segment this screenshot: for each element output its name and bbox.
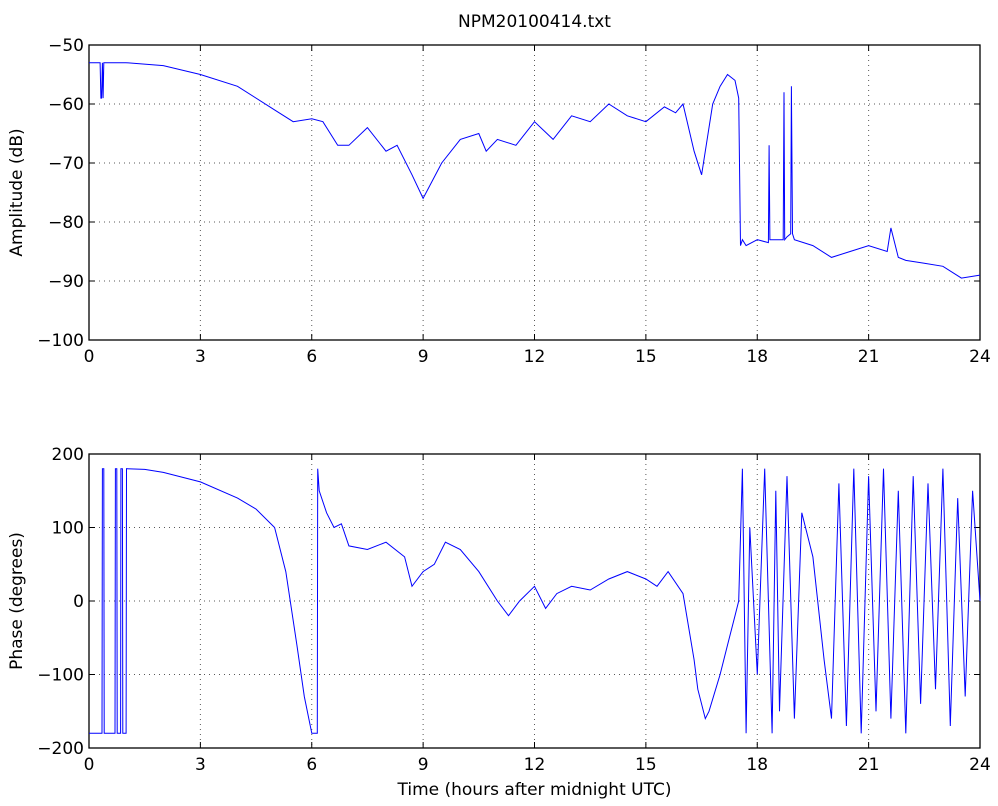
- x-tick-label: 18: [746, 347, 768, 367]
- x-tick-label: 0: [84, 755, 95, 775]
- y-tick-label: 0: [73, 592, 84, 612]
- y-axis-label: Amplitude (dB): [7, 128, 27, 256]
- series-line: [89, 468, 981, 734]
- y-tick-label: −100: [37, 666, 84, 686]
- x-tick-label: 24: [969, 755, 991, 775]
- x-tick-label: 18: [746, 755, 768, 775]
- x-tick-label: 3: [195, 347, 206, 367]
- x-tick-label: 6: [306, 347, 317, 367]
- x-axis-label: Time (hours after midnight UTC): [396, 780, 671, 800]
- x-tick-label: 12: [524, 755, 546, 775]
- amplitude-panel: 0 3 6 9 12 15 18 21 24 −100 −90 −80 −70 −60 −50 NPM2010…: [7, 12, 991, 367]
- y-tick-label: −90: [48, 272, 84, 292]
- x-tick-label: 15: [635, 347, 657, 367]
- y-tick-label: 100: [52, 519, 84, 539]
- x-tick-label: 3: [195, 755, 206, 775]
- x-tick-label: 0: [84, 347, 95, 367]
- x-tick-label: 21: [858, 755, 880, 775]
- x-tick-label: 21: [858, 347, 880, 367]
- y-tick-label: 200: [52, 445, 84, 465]
- y-tick-label: −60: [48, 95, 84, 115]
- y-tick-label: −80: [48, 213, 84, 233]
- series-line: [89, 62, 981, 279]
- y-tick-label: −70: [48, 154, 84, 174]
- x-tick-label: 9: [418, 347, 429, 367]
- x-tick-label: 24: [969, 347, 991, 367]
- x-tick-label: 15: [635, 755, 657, 775]
- chart-title: NPM20100414.txt: [458, 12, 611, 32]
- y-tick-label: −50: [48, 36, 84, 56]
- x-tick-label: 9: [418, 755, 429, 775]
- x-tick-label: 12: [524, 347, 546, 367]
- phase-panel: 0 3 6 9 12 15 18 21 24 −200 −100 0 100 200 Time (hours…: [7, 445, 991, 800]
- x-tick-label: 6: [306, 755, 317, 775]
- y-tick-label: −200: [37, 739, 84, 759]
- y-tick-label: −100: [37, 331, 84, 351]
- y-axis-label: Phase (degrees): [7, 532, 27, 670]
